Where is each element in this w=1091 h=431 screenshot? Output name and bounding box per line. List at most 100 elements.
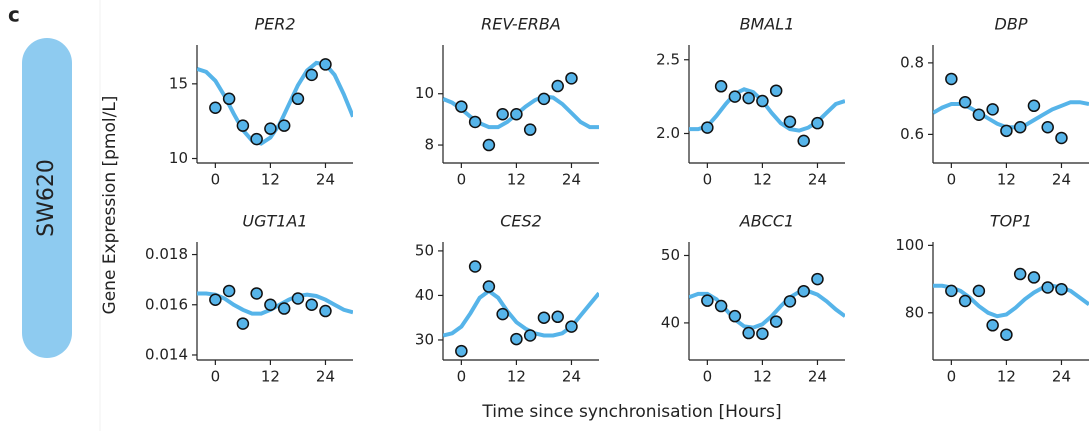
data-point [811,116,824,130]
data-point [797,284,810,298]
data-point [972,108,986,121]
x-tick-label: 0 [703,171,713,189]
data-point [783,295,797,308]
data-point [958,294,972,308]
y-tick-label: 0.018 [145,245,188,263]
panel-title: BMAL1 [740,15,795,34]
x-tick-label: 12 [261,171,280,189]
data-point [236,119,250,132]
y-tick-label: 50 [415,241,434,259]
y-tick-label: 50 [661,246,680,264]
data-point [482,138,496,152]
data-point [783,115,797,128]
data-point [510,332,523,346]
y-tick-label: 8 [424,136,434,154]
data-point [945,284,958,298]
data-point [305,68,318,82]
y-tick-label: 100 [895,236,924,254]
x-tick-label: 12 [753,368,772,386]
x-tick-label: 24 [316,171,335,189]
data-point [742,326,755,340]
data-point [756,94,769,108]
y-tick-label: 30 [415,330,434,348]
data-point [510,108,523,121]
data-point [482,280,496,293]
data-point [797,134,810,148]
x-tick-label: 12 [997,171,1016,189]
data-point [728,309,742,323]
data-point [496,108,509,121]
row-label: SW620 [34,159,59,237]
data-point [551,79,564,93]
x-tick-label: 24 [1052,368,1071,386]
fit-line [933,100,1089,130]
x-tick-label: 0 [703,368,713,386]
y-tick-label: 0.6 [900,125,924,143]
data-point [756,327,769,340]
data-point [972,284,986,298]
data-point [305,298,318,312]
data-point [291,92,305,106]
x-tick-label: 24 [808,368,827,386]
x-tick-label: 24 [562,171,581,189]
data-point [701,294,714,307]
x-axis-label: Time since synchronisation [Hours] [481,402,781,422]
data-point [319,58,332,71]
panel-title: DBP [995,15,1028,34]
row-band [22,38,72,358]
y-tick-label: 40 [661,313,680,331]
data-point [1013,267,1027,281]
y-tick-label: 0.016 [145,295,188,313]
y-tick-label: 0.8 [900,53,924,71]
x-tick-label: 12 [753,171,772,189]
data-point [701,121,714,134]
x-tick-label: 12 [507,368,526,386]
data-point [769,315,783,328]
data-point [250,132,263,146]
y-tick-label: 10 [169,149,188,167]
data-point [209,101,222,114]
data-point [455,344,468,358]
panel-label: c [8,3,20,27]
data-point [958,95,972,109]
data-point [537,92,551,106]
data-point [551,310,564,324]
y-tick-label: 10 [415,84,434,102]
x-tick-label: 0 [947,171,957,189]
panel-title: REV-ERBA [481,15,561,34]
y-tick-label: 2.5 [656,50,680,68]
data-point [565,320,578,333]
data-point [811,272,824,286]
data-point [264,122,277,135]
y-axis-label: Gene Expression [pmol/L] [100,96,120,315]
x-tick-label: 12 [507,171,526,189]
x-tick-label: 0 [211,368,221,386]
data-point [742,91,755,105]
data-point [319,304,332,318]
x-tick-label: 0 [457,171,467,189]
data-point [468,260,482,273]
data-point [565,72,578,85]
data-point [455,100,468,113]
x-tick-label: 0 [211,171,221,189]
data-point [1013,120,1027,134]
fit-line [689,289,845,330]
data-point [1055,131,1068,145]
data-point [250,287,263,300]
data-point [523,329,537,342]
data-point [986,103,999,116]
data-point [523,123,537,136]
data-point [236,317,250,330]
data-point [1000,328,1013,341]
x-tick-label: 24 [562,368,581,386]
data-point [1027,99,1041,113]
data-point [714,80,728,93]
data-point [209,293,222,306]
data-point [986,319,999,332]
x-tick-label: 0 [457,368,467,386]
data-point [291,292,305,305]
panel-title: CES2 [500,212,542,231]
data-point [222,92,236,106]
x-tick-label: 12 [261,368,280,386]
x-tick-label: 24 [316,368,335,386]
